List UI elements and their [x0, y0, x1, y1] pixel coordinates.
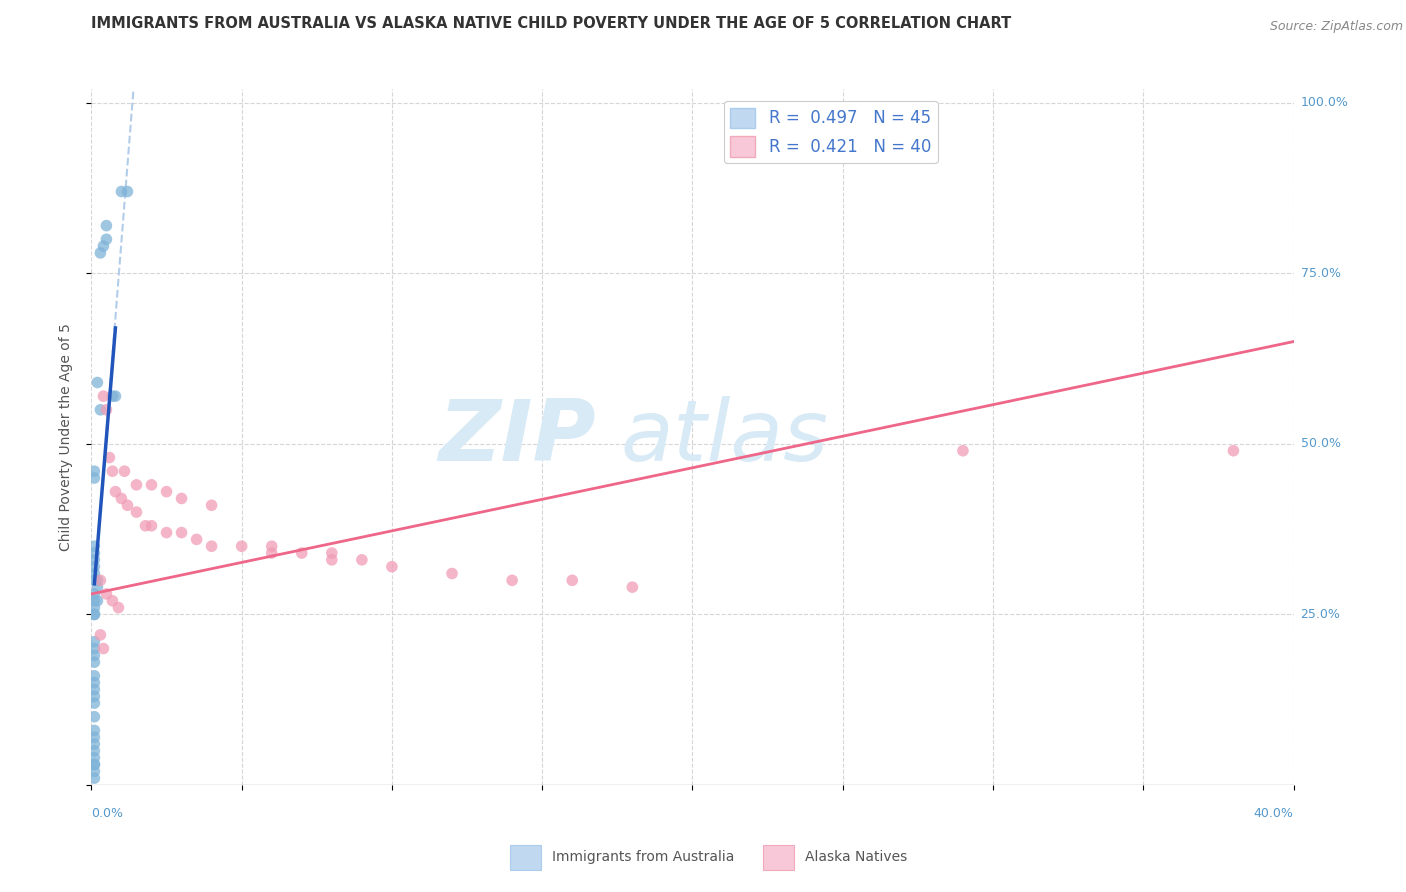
Point — [89, 628, 111, 642]
Point — [86, 594, 108, 608]
Point — [83, 744, 105, 758]
Point — [101, 464, 124, 478]
Point — [141, 478, 163, 492]
Text: 75.0%: 75.0% — [1301, 267, 1340, 280]
Point — [89, 574, 111, 588]
Point — [170, 491, 193, 506]
Point — [110, 491, 132, 506]
Point — [83, 607, 105, 622]
Point — [83, 634, 105, 648]
Point — [83, 696, 105, 710]
Text: 100.0%: 100.0% — [1301, 96, 1348, 110]
Text: 40.0%: 40.0% — [1254, 807, 1294, 821]
Point — [83, 600, 105, 615]
Point — [83, 574, 105, 588]
Point — [93, 239, 115, 253]
Point — [110, 185, 132, 199]
Point — [381, 559, 404, 574]
Point — [561, 574, 583, 588]
Point — [201, 498, 224, 512]
Point — [350, 553, 373, 567]
Point — [83, 750, 105, 764]
Text: IMMIGRANTS FROM AUSTRALIA VS ALASKA NATIVE CHILD POVERTY UNDER THE AGE OF 5 CORR: IMMIGRANTS FROM AUSTRALIA VS ALASKA NATI… — [91, 16, 1012, 31]
Point — [321, 553, 343, 567]
Point — [83, 559, 105, 574]
Point — [83, 730, 105, 744]
Point — [96, 587, 118, 601]
Point — [952, 443, 974, 458]
Point — [125, 505, 148, 519]
Text: atlas: atlas — [620, 395, 828, 479]
Point — [96, 219, 118, 233]
Point — [83, 546, 105, 560]
Point — [83, 648, 105, 663]
Point — [170, 525, 193, 540]
Point — [440, 566, 463, 581]
Point — [104, 484, 127, 499]
Text: Alaska Natives: Alaska Natives — [806, 850, 907, 864]
Point — [86, 376, 108, 390]
Point — [83, 682, 105, 697]
Point — [104, 389, 127, 403]
Point — [260, 546, 283, 560]
Point — [83, 566, 105, 581]
Point — [114, 464, 136, 478]
Point — [117, 185, 139, 199]
Point — [321, 546, 343, 560]
Point — [83, 553, 105, 567]
Point — [83, 771, 105, 785]
Point — [134, 518, 156, 533]
Point — [621, 580, 644, 594]
Point — [83, 464, 105, 478]
Point — [96, 402, 118, 417]
Point — [96, 232, 118, 246]
Point — [83, 723, 105, 738]
Text: Source: ZipAtlas.com: Source: ZipAtlas.com — [1270, 20, 1403, 33]
Point — [86, 580, 108, 594]
Y-axis label: Child Poverty Under the Age of 5: Child Poverty Under the Age of 5 — [59, 323, 73, 551]
Point — [83, 710, 105, 724]
Point — [201, 539, 224, 553]
Point — [141, 518, 163, 533]
Point — [83, 641, 105, 656]
Point — [89, 402, 111, 417]
Point — [83, 757, 105, 772]
Point — [83, 594, 105, 608]
Point — [83, 669, 105, 683]
Point — [83, 655, 105, 669]
Point — [93, 389, 115, 403]
Text: ZIP: ZIP — [439, 395, 596, 479]
Point — [93, 641, 115, 656]
Point — [107, 600, 129, 615]
Text: 0.0%: 0.0% — [91, 807, 124, 821]
Point — [501, 574, 523, 588]
Legend: R =  0.497   N = 45, R =  0.421   N = 40: R = 0.497 N = 45, R = 0.421 N = 40 — [724, 101, 938, 163]
Text: Immigrants from Australia: Immigrants from Australia — [551, 850, 734, 864]
Point — [101, 594, 124, 608]
Point — [83, 471, 105, 485]
Point — [89, 246, 111, 260]
Text: 25.0%: 25.0% — [1301, 608, 1340, 621]
Point — [155, 525, 177, 540]
Point — [291, 546, 314, 560]
Point — [83, 675, 105, 690]
Point — [83, 587, 105, 601]
Text: 50.0%: 50.0% — [1301, 437, 1340, 450]
Point — [98, 450, 121, 465]
Point — [83, 690, 105, 704]
Point — [231, 539, 253, 553]
Point — [186, 533, 208, 547]
Point — [83, 757, 105, 772]
Point — [83, 539, 105, 553]
Point — [155, 484, 177, 499]
Point — [83, 737, 105, 751]
Point — [83, 607, 105, 622]
Point — [117, 498, 139, 512]
Point — [260, 539, 283, 553]
Point — [1222, 443, 1244, 458]
Point — [101, 389, 124, 403]
Point — [86, 574, 108, 588]
Point — [125, 478, 148, 492]
Point — [83, 764, 105, 779]
